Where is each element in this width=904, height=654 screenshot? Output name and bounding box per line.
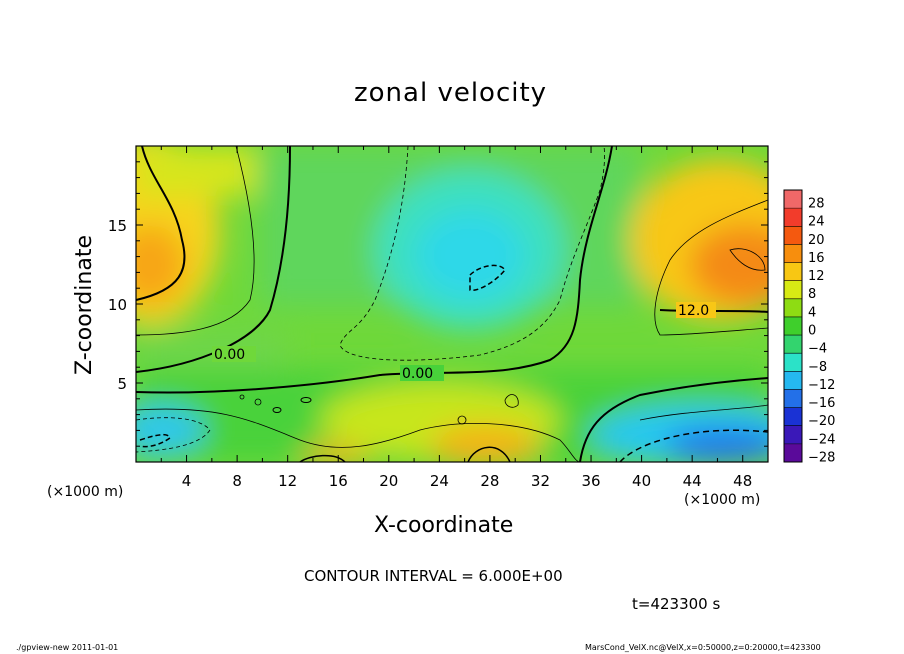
colorbar-label: 28 — [808, 197, 825, 212]
contour-interval: CONTOUR INTERVAL = 6.000E+00 — [304, 567, 563, 585]
y-tick-label: 15 — [108, 217, 127, 235]
colorbar-segment — [784, 443, 802, 462]
colorbar-segment — [784, 298, 802, 317]
colorbar: 28 24 20 16 12 8 4 0 −4 −8 −12 −16 −20 −24 −28 — [783, 189, 835, 465]
colorbar-segment — [784, 190, 802, 209]
colorbar-label: 16 — [808, 251, 825, 266]
colorbar-segment — [784, 353, 802, 372]
y-axis-label: Z-coordinate — [72, 235, 97, 375]
x-axis-label: X-coordinate — [374, 513, 514, 538]
colorbar-segment — [784, 262, 802, 281]
contour-labels: 0.00 0.00 12.0 — [214, 303, 709, 382]
colorbar-segment — [784, 389, 802, 408]
chart-title: zonal velocity — [354, 78, 548, 108]
colorbar-segment — [784, 335, 802, 354]
colorbar-label: 12 — [808, 269, 825, 284]
footer-right: MarsCond_VelX.nc@VelX,x=0:50000,z=0:2000… — [585, 643, 821, 652]
x-tick-label: 20 — [379, 472, 398, 490]
y-tick-label: 5 — [117, 375, 127, 393]
colorbar-label: 20 — [808, 233, 825, 248]
colorbar-label: 8 — [808, 287, 816, 302]
colorbar-label: −16 — [808, 396, 835, 411]
colorbar-label: −24 — [808, 432, 835, 447]
colorbar-label: −8 — [808, 360, 827, 375]
colorbar-label: −20 — [808, 414, 835, 429]
x-tick-label: 44 — [683, 472, 702, 490]
colorbar-segment — [784, 244, 802, 263]
time-label: t=423300 s — [632, 595, 721, 613]
x-tick-label: 12 — [278, 472, 297, 490]
x-tick-label: 24 — [430, 472, 449, 490]
x-unit-left: (×1000 m) — [47, 484, 124, 500]
x-tick-label: 40 — [632, 472, 651, 490]
colorbar-label: 24 — [808, 215, 825, 230]
colorbar-segment — [784, 316, 802, 336]
x-tick-label: 32 — [531, 472, 550, 490]
contour-label: 12.0 — [678, 303, 709, 319]
x-tick-label: 4 — [182, 472, 192, 490]
colorbar-label: −4 — [808, 342, 827, 357]
heatmap-field — [136, 146, 768, 462]
colorbar-label: 0 — [808, 324, 816, 339]
y-axis: 5 10 15 — [108, 161, 768, 447]
x-unit-right: (×1000 m) — [684, 492, 761, 508]
colorbar-label: −28 — [808, 450, 835, 465]
colorbar-segment — [784, 371, 802, 390]
colorbar-segment — [784, 425, 802, 444]
colorbar-label: 4 — [808, 305, 816, 320]
x-tick-label: 28 — [480, 472, 499, 490]
contour-lines — [136, 146, 768, 462]
colorbar-segment — [784, 226, 802, 245]
colorbar-segment — [784, 280, 802, 299]
x-tick-label: 48 — [733, 472, 752, 490]
colorbar-segment — [784, 208, 802, 227]
y-tick-label: 10 — [108, 296, 127, 314]
contour-label: 0.00 — [402, 366, 433, 382]
footer-left: ./gpview-new 2011-01-01 — [16, 643, 119, 652]
contour-label: 0.00 — [214, 347, 245, 363]
colorbar-segment — [784, 407, 802, 426]
x-tick-label: 8 — [232, 472, 242, 490]
x-axis: 4 8 12 16 20 24 28 32 36 40 44 48 — [160, 146, 752, 490]
x-tick-label: 16 — [329, 472, 348, 490]
colorbar-label: −12 — [808, 378, 835, 393]
x-tick-label: 36 — [581, 472, 600, 490]
